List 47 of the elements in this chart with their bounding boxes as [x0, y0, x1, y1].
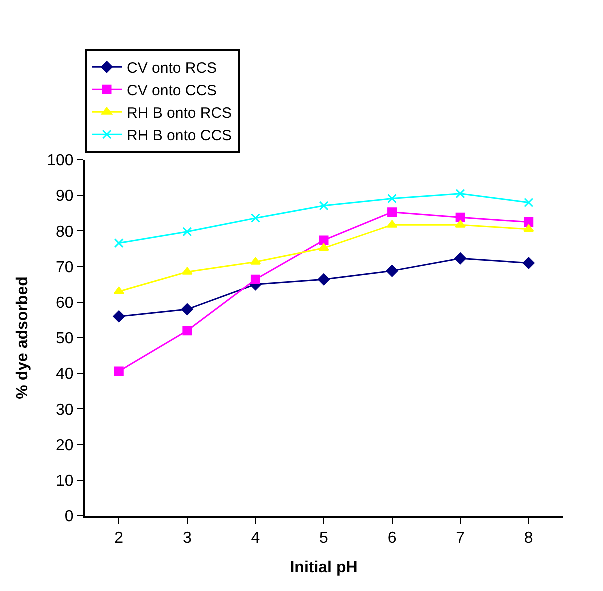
point — [114, 238, 124, 248]
point — [524, 198, 534, 208]
point — [250, 214, 260, 224]
y-axis-title: % dye adsorbed — [14, 276, 32, 400]
y-tick-label: 60 — [56, 295, 74, 312]
legend-label: RH B onto RCS — [127, 104, 232, 122]
point — [455, 220, 466, 228]
y-tick-label: 30 — [56, 402, 74, 419]
point — [318, 274, 330, 286]
x-tick-label: 6 — [388, 530, 397, 548]
y-tick-label: 10 — [56, 473, 74, 490]
point — [388, 194, 398, 204]
y-tick-label: 40 — [56, 366, 74, 384]
point — [182, 326, 192, 336]
y-tick-label: 100 — [47, 152, 74, 170]
point — [456, 189, 466, 199]
point — [386, 265, 398, 278]
x-axis-title: Initial pH — [290, 559, 358, 576]
y-tick-label: 90 — [56, 188, 74, 206]
point — [318, 244, 330, 252]
legend-label: CV onto RCS — [127, 60, 218, 77]
point — [250, 274, 260, 284]
point — [319, 201, 329, 211]
point — [454, 252, 467, 265]
x-tick-label: 8 — [524, 530, 534, 548]
y-tick-label: 50 — [56, 330, 74, 348]
point — [182, 267, 193, 275]
point — [113, 310, 126, 323]
point — [524, 218, 534, 228]
y-tick-label: 70 — [56, 259, 74, 276]
y-tick-label: 0 — [64, 508, 74, 526]
y-tick-label: 20 — [56, 437, 74, 454]
point — [182, 227, 192, 237]
point — [388, 208, 398, 218]
point — [114, 366, 124, 376]
x-tick-label: 7 — [456, 530, 466, 548]
point — [456, 212, 466, 222]
x-tick-label: 2 — [114, 530, 124, 548]
y-tick-label: 80 — [56, 224, 74, 241]
x-tick-label: 4 — [251, 530, 260, 548]
legend-label: CV onto CCS — [127, 82, 218, 100]
legend-label: RH B onto CCS — [127, 127, 232, 144]
x-tick-label: 5 — [320, 530, 329, 548]
x-tick-label: 3 — [182, 530, 192, 548]
point — [319, 236, 329, 246]
point — [522, 257, 535, 270]
point — [181, 304, 194, 316]
